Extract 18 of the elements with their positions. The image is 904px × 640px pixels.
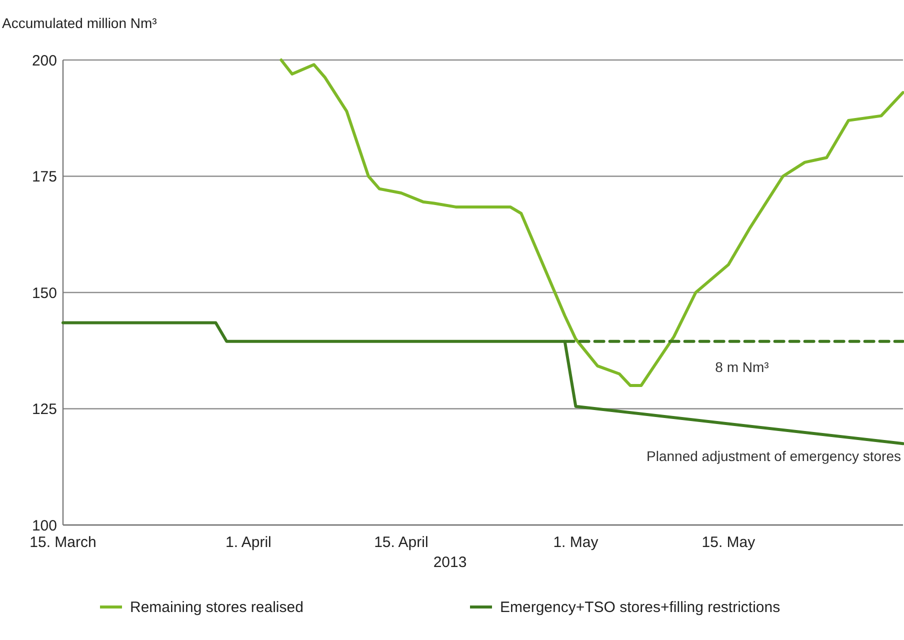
y-tick-label: 150: [32, 284, 57, 302]
y-tick-label: 175: [32, 168, 57, 186]
line-series: [62, 321, 904, 446]
annotation: Planned adjustment of emergency stores: [646, 448, 901, 464]
x-tick-label: 15. May: [702, 534, 756, 551]
x-tick-label: 1. May: [553, 534, 599, 551]
annotation: 8 m Nm³: [715, 358, 770, 375]
y-tick-label: 200: [32, 52, 57, 70]
legend-label: Emergency+TSO stores+filling restrictions: [500, 599, 780, 616]
x-tick-label: 15. March: [30, 534, 96, 551]
x-tick-label: 15. April: [374, 534, 428, 551]
y-axis-title: Accumulated million Nm³: [2, 15, 158, 31]
y-tick-label: 100: [32, 517, 57, 534]
x-axis-title: 2013: [433, 554, 467, 571]
line-series: [280, 58, 904, 387]
y-tick-label: 125: [32, 401, 57, 418]
legend-label: Remaining stores realised: [130, 599, 304, 616]
x-tick-label: 1. April: [226, 534, 272, 551]
